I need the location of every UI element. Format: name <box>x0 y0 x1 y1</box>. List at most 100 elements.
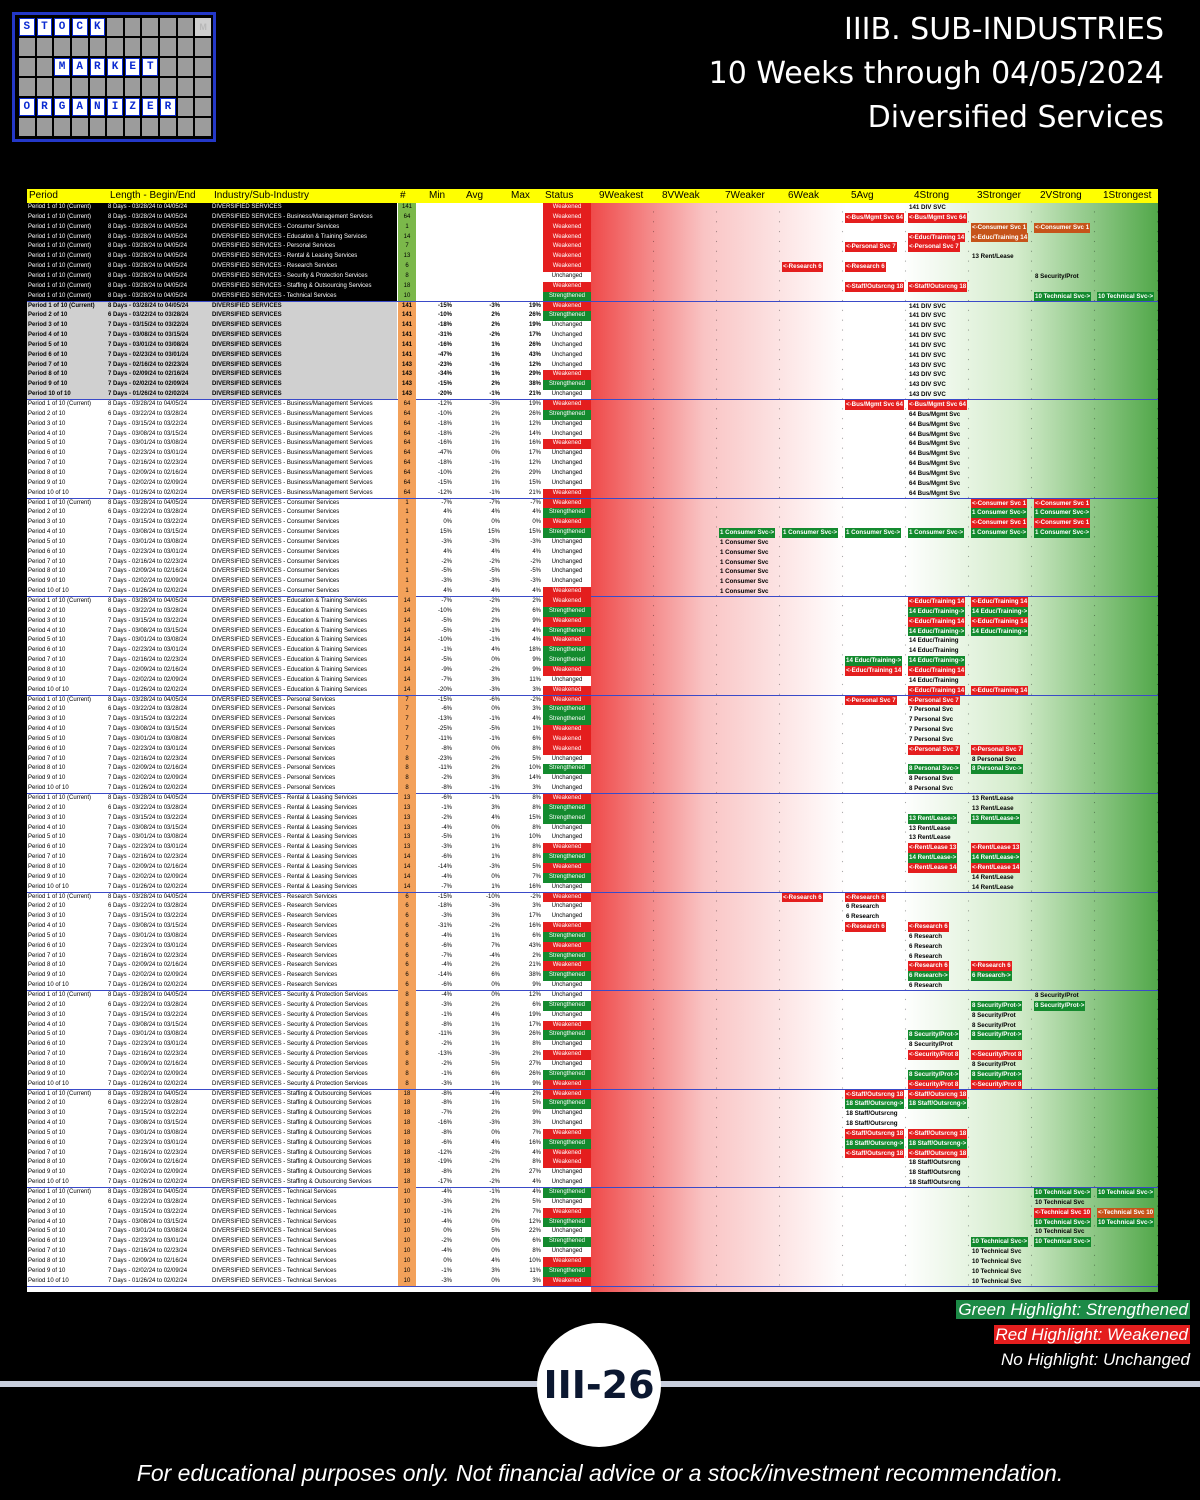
rank-label: 6 Research <box>846 913 880 921</box>
table-cell: DIVERSIFIED SERVICES - Business/Manageme… <box>212 469 373 476</box>
table-cell: 141 <box>398 321 416 332</box>
table-cell: -2% <box>489 923 500 930</box>
table-section <box>27 794 1158 893</box>
rank-label: <-Security/Prot 8 <box>971 1050 1023 1060</box>
rank-label: 8 Personal Svc-> <box>908 764 960 775</box>
table-cell: DIVERSIFIED SERVICES - Technical Service… <box>212 1218 337 1225</box>
table-cell: Period 6 of 10 <box>28 351 68 358</box>
table-cell: Period 10 of 10 <box>28 391 71 398</box>
table-cell: -2% <box>441 1041 452 1048</box>
table-row: Period 4 of 10 7 Days - 03/08/24 to 03/15… <box>27 1217 1158 1228</box>
table-cell: -16% <box>437 1120 452 1127</box>
table-cell: 10% <box>528 1257 541 1264</box>
table-cell: DIVERSIFIED SERVICES - Personal Services <box>212 775 336 782</box>
table-cell: 8% <box>532 1159 541 1166</box>
rank-label: 7 Personal Svc <box>909 735 954 743</box>
table-cell: 7 Days - 01/26/24 to 02/02/24 <box>108 588 188 595</box>
table-cell: 1 <box>398 577 416 588</box>
table-cell: Period 2 of 10 <box>28 312 68 319</box>
logo-tile <box>19 38 35 56</box>
table-cell: 7 <box>398 242 416 253</box>
table-cell: Strengthened <box>543 715 591 726</box>
table-cell: DIVERSIFIED SERVICES - Personal Services <box>212 755 336 762</box>
table-cell: 1% <box>491 351 500 358</box>
table-cell: 9% <box>532 1080 541 1087</box>
table-cell: 7 Days - 03/15/24 to 03/22/24 <box>108 716 188 723</box>
table-cell: Weakened <box>543 1158 591 1169</box>
table-row: Period 9 of 10 7 Days - 02/02/24 to 02/09… <box>27 675 1158 686</box>
table-cell: 8 <box>398 991 416 1001</box>
table-cell: Strengthened <box>543 380 591 391</box>
table-cell: 8 <box>398 1040 416 1051</box>
logo-tile <box>19 118 35 136</box>
logo-letter: E <box>124 58 141 76</box>
rank-label: 18 Staff/Outsrcng <box>846 1110 898 1118</box>
table-cell: -47% <box>437 450 452 457</box>
table-cell: -6% <box>441 795 452 801</box>
rank-label: 10 Technical Svc-> <box>1097 1188 1155 1198</box>
table-cell: Period 4 of 10 <box>28 529 66 536</box>
table-cell: 14 <box>398 232 416 243</box>
column-header: # <box>400 190 406 201</box>
table-cell: 141 <box>398 350 416 361</box>
table-cell: Unchanged <box>551 272 583 279</box>
table-cell: DIVERSIFIED SERVICES - Consumer Services <box>212 529 340 536</box>
table-cell: Strengthened <box>543 853 591 863</box>
logo-tile <box>54 38 70 56</box>
rank-label: <-Educ/Training 14 <box>908 665 966 676</box>
table-cell: -1% <box>489 795 500 801</box>
table-cell: 4% <box>443 509 452 516</box>
table-cell: 4% <box>532 716 541 723</box>
table-cell: 10 <box>398 1197 416 1208</box>
rank-label: 8 Security/Prot-> <box>971 1069 1023 1080</box>
table-cell: 2% <box>532 282 541 289</box>
rank-label: 14 Educ/Training-> <box>908 606 966 617</box>
table-cell: 8 <box>398 784 416 794</box>
table-cell: Period 7 of 10 <box>28 1149 66 1156</box>
table-cell: -16% <box>437 341 452 348</box>
table-cell: Weakened <box>543 862 591 873</box>
rank-label: 14 Educ/Training-> <box>845 656 903 666</box>
rank-label: 143 DIV SVC <box>909 391 946 399</box>
table-cell: Period 9 of 10 <box>28 676 66 683</box>
table-cell: -18% <box>437 420 452 427</box>
table-cell: Unchanged <box>551 992 583 998</box>
table-cell: 18 <box>398 1128 416 1139</box>
table-cell: 8% <box>532 1041 541 1048</box>
logo-tile <box>142 78 159 96</box>
table-cell: 26% <box>528 312 541 319</box>
table-cell: 21% <box>528 962 541 969</box>
rank-label: <-Technical Svc 10 <box>1097 1207 1155 1218</box>
rank-label: 18 Staff/Outsrcng <box>909 1159 961 1167</box>
table-row: Period 2 of 10 6 Days - 03/22/24 to 03/28… <box>27 902 1158 913</box>
rank-label: <-Personal Svc 7 <box>845 242 897 253</box>
table-cell: Weakened <box>543 597 591 607</box>
table-cell: DIVERSIFIED SERVICES <box>212 351 282 358</box>
logo-tile <box>142 38 159 56</box>
table-cell: -4% <box>441 932 452 939</box>
table-row: Period 7 of 10 7 Days - 02/16/24 to 02/23… <box>27 656 1158 666</box>
table-cell: 7 Days - 01/26/24 to 02/02/24 <box>108 883 188 890</box>
table-cell: 141 <box>398 203 416 213</box>
table-row: Period 1 of 10 (Current) 8 Days - 03/28/2… <box>27 597 1158 607</box>
logo-tile <box>195 38 211 56</box>
table-cell: 0% <box>491 657 500 664</box>
table-cell: Unchanged <box>551 775 583 782</box>
table-cell: 7 Days - 01/26/24 to 02/02/24 <box>108 686 188 693</box>
table-cell: -2% <box>530 893 541 900</box>
column-header: Min <box>429 190 446 201</box>
table-cell: 19% <box>528 213 541 220</box>
table-row: Period 1 of 10 (Current) 8 Days - 03/28/2… <box>27 695 1158 706</box>
table-cell: -3% <box>489 903 500 910</box>
table-cell: Period 1 of 10 (Current) <box>28 272 92 279</box>
rank-label: <-Rent/Lease 13 <box>971 843 1021 854</box>
table-cell: Unchanged <box>551 1179 583 1186</box>
table-cell: 7 Days - 03/01/24 to 03/08/24 <box>108 1129 188 1136</box>
table-cell: 7 Days - 03/01/24 to 03/08/24 <box>108 834 188 841</box>
table-cell: 27% <box>528 1060 541 1067</box>
table-row: Period 5 of 10 7 Days - 03/01/24 to 03/08… <box>27 1030 1158 1041</box>
rank-label: 10 Technical Svc <box>972 1277 1022 1285</box>
legend: Green Highlight: Strengthened Red Highli… <box>956 1298 1190 1373</box>
table-cell: 7% <box>532 1129 541 1136</box>
table-cell: Period 9 of 10 <box>28 873 66 880</box>
